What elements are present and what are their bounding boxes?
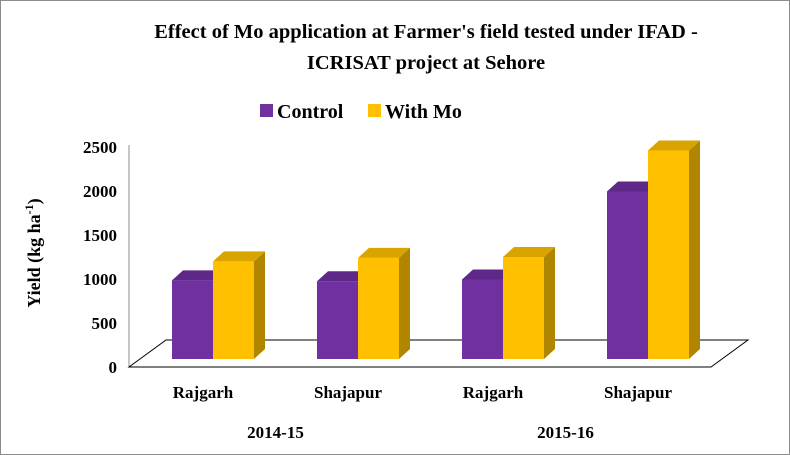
- bars: [172, 140, 700, 359]
- y-tick-label: 500: [92, 314, 118, 333]
- chart-title-line-2: ICRISAT project at Sehore: [307, 52, 545, 74]
- bar-front: [213, 261, 254, 359]
- bar-with-mo: [358, 247, 410, 359]
- bar-with-mo: [648, 140, 700, 359]
- y-tick-label: 2500: [83, 138, 117, 157]
- bar-side: [254, 251, 265, 359]
- bar-front: [503, 257, 544, 359]
- y-axis-title: Yield (kg ha-1): [22, 198, 45, 307]
- chart-title-line-1: Effect of Mo application at Farmer's fie…: [154, 21, 698, 43]
- bar-top: [213, 251, 265, 262]
- group-labels: 2014-15 2015-16: [247, 423, 594, 442]
- bar-front: [317, 281, 358, 359]
- bar-top: [172, 270, 224, 281]
- bar-with-mo: [213, 251, 265, 359]
- category-label: Rajgarh: [173, 383, 234, 402]
- legend-swatch-control: [260, 104, 273, 117]
- bar-with-mo: [503, 247, 555, 359]
- group-label: 2014-15: [247, 423, 304, 442]
- legend-label-control: Control: [277, 101, 344, 123]
- category-label: Rajgarh: [463, 383, 524, 402]
- legend-label-with-mo: With Mo: [385, 101, 462, 123]
- chart-floor: [127, 339, 750, 368]
- y-axis-ticks: 0 500 1000 1500 2000 2500: [83, 138, 117, 377]
- category-labels: Rajgarh Shajapur Rajgarh Shajapur: [173, 383, 673, 402]
- legend-swatch-with-mo: [368, 104, 381, 117]
- bar-top: [462, 269, 514, 280]
- bar-side: [544, 247, 555, 359]
- bar-top: [607, 181, 659, 192]
- bar-top: [317, 271, 369, 282]
- bar-front: [358, 257, 399, 359]
- legend: Control With Mo: [260, 101, 462, 123]
- bar-top: [648, 140, 700, 151]
- y-tick-label: 0: [109, 358, 118, 377]
- bar-front: [172, 280, 213, 359]
- category-label: Shajapur: [314, 383, 382, 402]
- bar-top: [358, 247, 410, 258]
- bar-front: [607, 191, 648, 359]
- group-label: 2015-16: [537, 423, 594, 442]
- bar-top: [503, 247, 555, 257]
- y-tick-label: 1500: [83, 226, 117, 245]
- bar-side: [399, 247, 410, 359]
- bar-side: [689, 140, 700, 359]
- y-tick-label: 2000: [83, 182, 117, 201]
- category-label: Shajapur: [604, 383, 672, 402]
- y-tick-label: 1000: [83, 270, 117, 289]
- y-axis-title-superscript: -1: [22, 204, 36, 214]
- bar-front: [648, 150, 689, 359]
- bar-front: [462, 279, 503, 359]
